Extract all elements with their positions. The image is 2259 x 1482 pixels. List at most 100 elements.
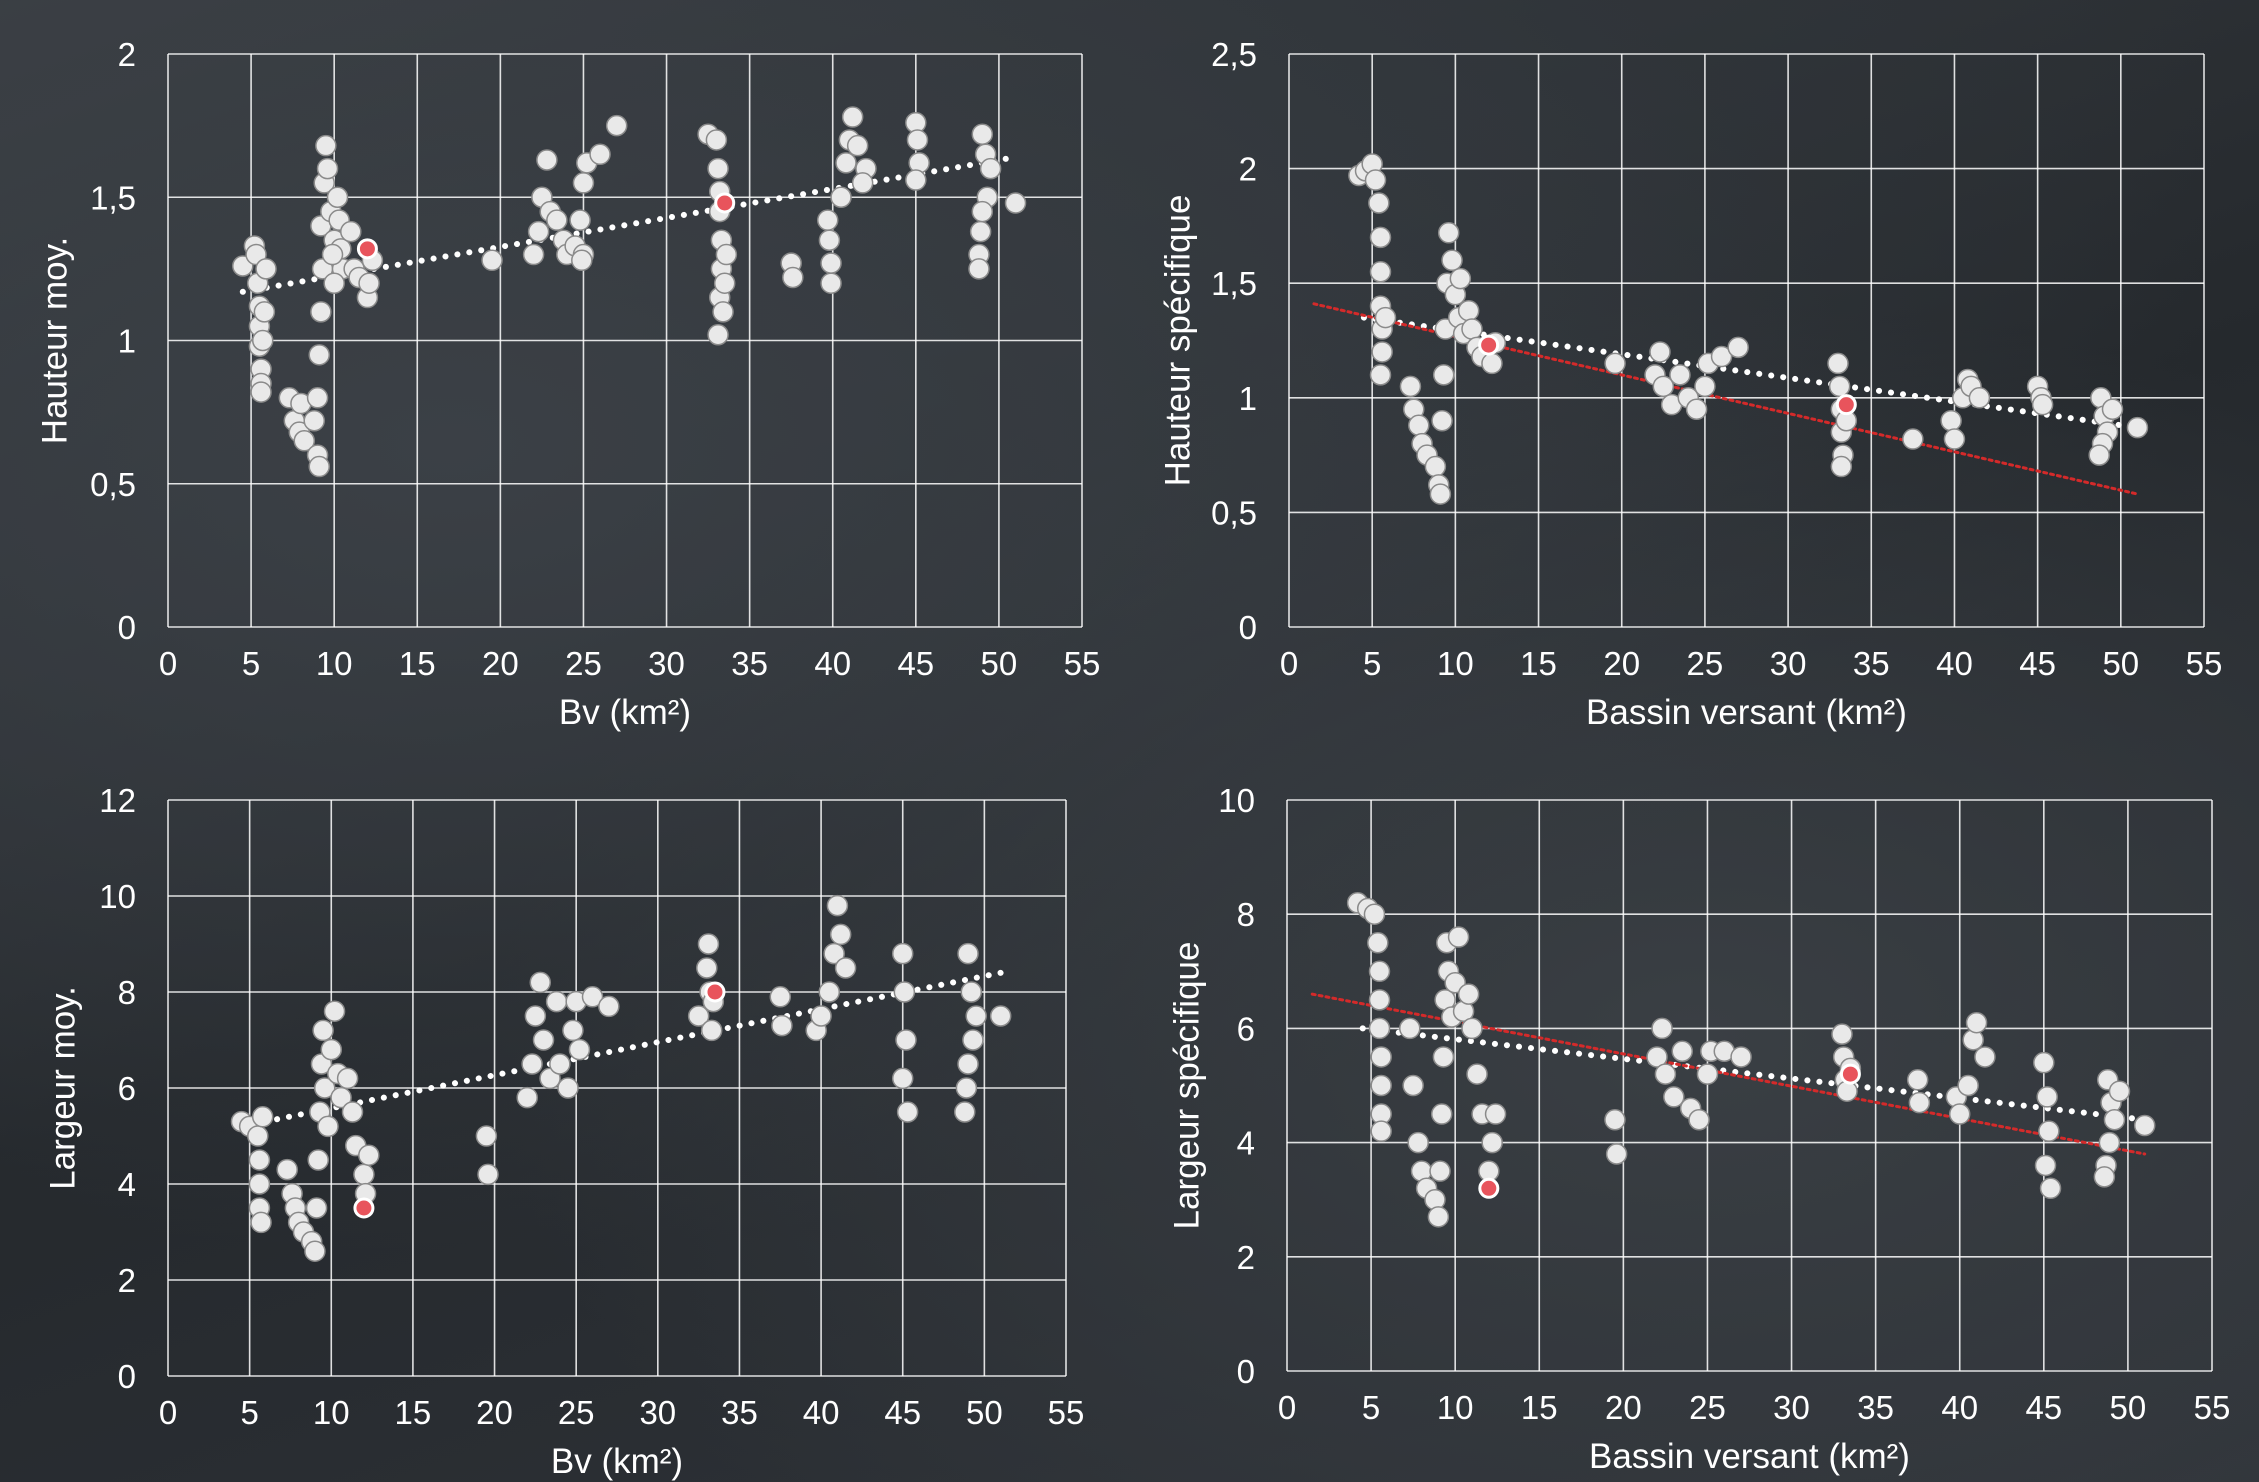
data-point (1432, 1046, 1455, 1068)
x-tick-label: 45 (897, 645, 934, 682)
x-tick-label: 20 (1603, 645, 1640, 682)
data-point (1688, 1109, 1710, 1131)
chart-panel-3: 0 5 10 15 20 25 30 35 40 45 50 55 0 2 4 6 8 10 12 Bv (km²) L… (43, 782, 1084, 1481)
data-point (248, 1149, 271, 1171)
x-tick-label: 10 (1437, 645, 1474, 682)
x-tick-label: 55 (2194, 1389, 2231, 1426)
data-point (1368, 1017, 1391, 1040)
data-point (308, 455, 330, 478)
data-point (968, 258, 990, 280)
data-point (1940, 409, 1962, 432)
data-point (1651, 1017, 1673, 1040)
data-point (1368, 989, 1391, 1011)
data-point (2133, 1114, 2156, 1137)
data-point (323, 272, 345, 294)
data-point (697, 933, 720, 955)
y-tick-label: 0 (1237, 1353, 1255, 1390)
y-tick-label: 0,5 (90, 466, 136, 503)
data-point (1432, 364, 1455, 386)
data-point (2098, 1131, 2121, 1154)
data-point (1902, 428, 1924, 450)
data-point (1369, 260, 1392, 283)
data-point (330, 1086, 352, 1109)
data-point (358, 272, 380, 294)
data-point (965, 1005, 987, 1027)
data-point (1402, 1074, 1424, 1097)
highlight-point (1478, 334, 1500, 356)
data-point (1363, 903, 1386, 925)
data-point (700, 1019, 723, 1042)
data-point (605, 114, 628, 137)
y-tick-label: 6 (118, 1070, 136, 1107)
data-point (1727, 336, 1749, 359)
data-point (960, 981, 983, 1003)
data-point (891, 1067, 914, 1090)
data-point (820, 252, 842, 274)
data-point (2101, 398, 2124, 421)
data-point (2126, 416, 2149, 439)
data-point (1652, 375, 1675, 398)
data-point (1965, 1011, 1988, 1034)
y-axis-title: Hauteur moy. (35, 237, 74, 445)
data-point (293, 430, 316, 452)
data-point (696, 957, 718, 979)
x-tick-label: 15 (1520, 645, 1557, 682)
data-point (1364, 169, 1387, 191)
data-point (1457, 299, 1480, 322)
data-point (310, 301, 332, 323)
x-tick-label: 55 (2186, 645, 2223, 682)
data-point (969, 220, 992, 243)
y-tick-label: 0,5 (1211, 494, 1257, 531)
data-point (340, 220, 362, 243)
data-point (303, 409, 325, 432)
data-point (1830, 455, 1853, 478)
data-point (1604, 1109, 1626, 1131)
x-tick-label: 35 (721, 1394, 758, 1431)
data-point (589, 143, 611, 166)
x-tick-label: 5 (240, 1394, 258, 1431)
data-point (712, 301, 734, 323)
trendline-red (1310, 992, 2147, 1156)
data-point (962, 1029, 984, 1051)
x-tick-label: 40 (1936, 645, 1973, 682)
data-point (1828, 375, 1851, 398)
data-point (1370, 1046, 1392, 1068)
x-tick-label: 35 (1853, 645, 1890, 682)
data-point (1710, 345, 1733, 368)
data-point (1663, 1086, 1685, 1108)
data-point (820, 272, 842, 294)
data-point (841, 106, 864, 128)
data-point (1437, 222, 1460, 244)
y-tick-label: 1,5 (90, 179, 136, 216)
highlight-point (353, 1197, 375, 1219)
data-point (572, 172, 595, 194)
data-point (1604, 352, 1626, 375)
data-point (524, 1005, 547, 1027)
x-tick-label: 40 (1941, 1389, 1978, 1426)
x-axis-title: Bassin versant (km²) (1586, 693, 1907, 732)
data-point (336, 1067, 359, 1090)
x-tick-label: 10 (313, 1394, 350, 1431)
y-tick-label: 10 (1218, 782, 1255, 819)
x-tick-label: 25 (1689, 1389, 1726, 1426)
data-point (834, 957, 857, 979)
y-tick-label: 0 (118, 609, 136, 646)
data-point (1831, 1023, 1853, 1045)
data-point (1367, 932, 1389, 954)
x-tick-label: 30 (639, 1394, 676, 1431)
data-point (341, 1101, 364, 1123)
data-point (957, 1053, 979, 1075)
data-point (522, 243, 545, 266)
data-point (527, 220, 550, 243)
data-point (1427, 1206, 1450, 1228)
data-point (1429, 483, 1452, 505)
x-tick-label: 35 (1857, 1389, 1894, 1426)
data-point (315, 134, 337, 157)
data-point (308, 344, 330, 366)
data-point (1374, 306, 1397, 329)
data-point (707, 324, 729, 346)
data-point (2031, 393, 2054, 416)
data-point (353, 1163, 375, 1186)
y-tick-label: 2 (118, 1262, 136, 1299)
